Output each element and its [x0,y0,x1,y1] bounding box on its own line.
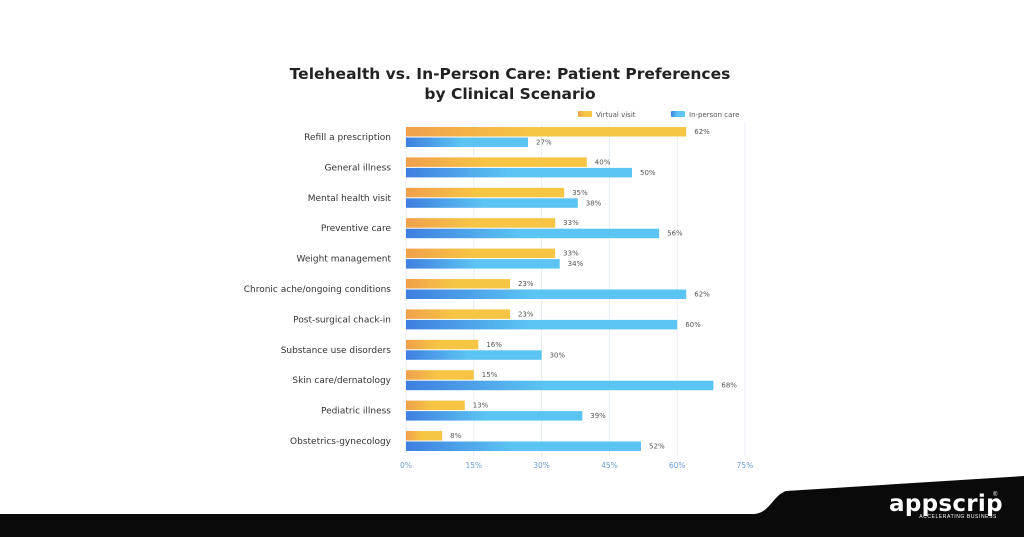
brand-logo: appscrip ® ACCELERATING BUSINESS [889,491,1003,520]
legend-label: In-person care [689,111,739,119]
data-label: 35% [572,189,588,197]
data-label: 8% [450,432,461,440]
bar [406,279,510,289]
data-label: 23% [518,310,534,318]
bar [406,411,583,421]
bar [406,309,510,319]
category-label: Refill a prescription [304,133,391,143]
category-label: Substance use disorders [281,346,392,356]
category-label: Pediatric illness [321,407,391,417]
category-label: Chronic ache/ongoing conditions [244,285,392,295]
bar [406,289,687,299]
bar [406,228,660,239]
legend: Virtual visit In-person care [578,111,739,119]
brand-tagline: ACCELERATING BUSINESS [919,514,997,520]
data-label: 13% [473,402,489,410]
bar [406,248,556,259]
bar [406,400,465,411]
data-label: 38% [586,199,602,207]
chart-title-line-2: by Clinical Scenario [424,85,596,103]
bar [406,187,565,198]
bar [406,167,632,178]
bar [406,431,443,441]
data-label: 16% [486,341,502,349]
legend-label: Virtual visit [596,111,636,119]
data-label: 39% [590,412,606,420]
x-tick-label: 45% [601,461,618,470]
x-tick-label: 0% [400,461,412,470]
x-tick-label: 75% [737,461,754,470]
data-label: 62% [694,128,710,136]
bar [406,319,678,330]
category-label: Mental health visit [308,194,392,204]
category-label: Preventive care [321,224,392,234]
bars: 62% 27% 40% 50% 35% 38% 33% 56% 33% 34% 23% 62% 23% 6… [406,127,737,451]
data-label: 60% [685,321,701,329]
bar [406,370,474,380]
bar [406,157,587,167]
data-label: 33% [563,219,579,227]
category-label: General illness [325,163,392,173]
data-label: 27% [536,139,552,147]
x-tick-label: 15% [465,461,482,470]
category-labels: Refill a prescription General illness Ment… [244,133,392,447]
data-label: 33% [563,250,579,258]
chart-title: Telehealth vs. In-Person Care: Patient P… [250,64,770,104]
chart-title-line-1: Telehealth vs. In-Person Care: Patient P… [289,65,731,83]
bar [406,380,714,391]
category-label: Skin care/dernatology [292,376,391,386]
data-label: 15% [482,371,498,379]
data-label: 50% [640,169,656,177]
data-label: 34% [568,260,584,268]
bar [406,441,641,451]
x-tick-label: 60% [669,461,686,470]
bar [406,127,687,137]
data-label: 23% [518,280,534,288]
brand-name: appscrip [889,491,1003,517]
category-label: Post-surgical chack-in [293,315,391,325]
x-axis-ticks: 0% 15% 30% 45% 60% 75% [400,461,753,470]
bar [406,198,578,208]
data-label: 56% [667,230,683,238]
legend-swatch [578,111,592,117]
x-tick-label: 30% [533,461,550,470]
data-label: 40% [595,158,611,166]
bar [406,259,560,269]
bar [406,339,479,350]
data-label: 30% [550,351,566,359]
bar [406,218,556,228]
data-label: 68% [721,382,737,390]
data-label: 62% [694,291,710,299]
category-label: Obstetrics-gynecology [290,437,392,447]
data-label: 52% [649,443,665,451]
category-label: Weight management [296,255,391,265]
bar [406,137,528,147]
registered-mark-icon: ® [993,492,998,498]
legend-swatch [671,111,685,117]
bar [406,350,542,360]
